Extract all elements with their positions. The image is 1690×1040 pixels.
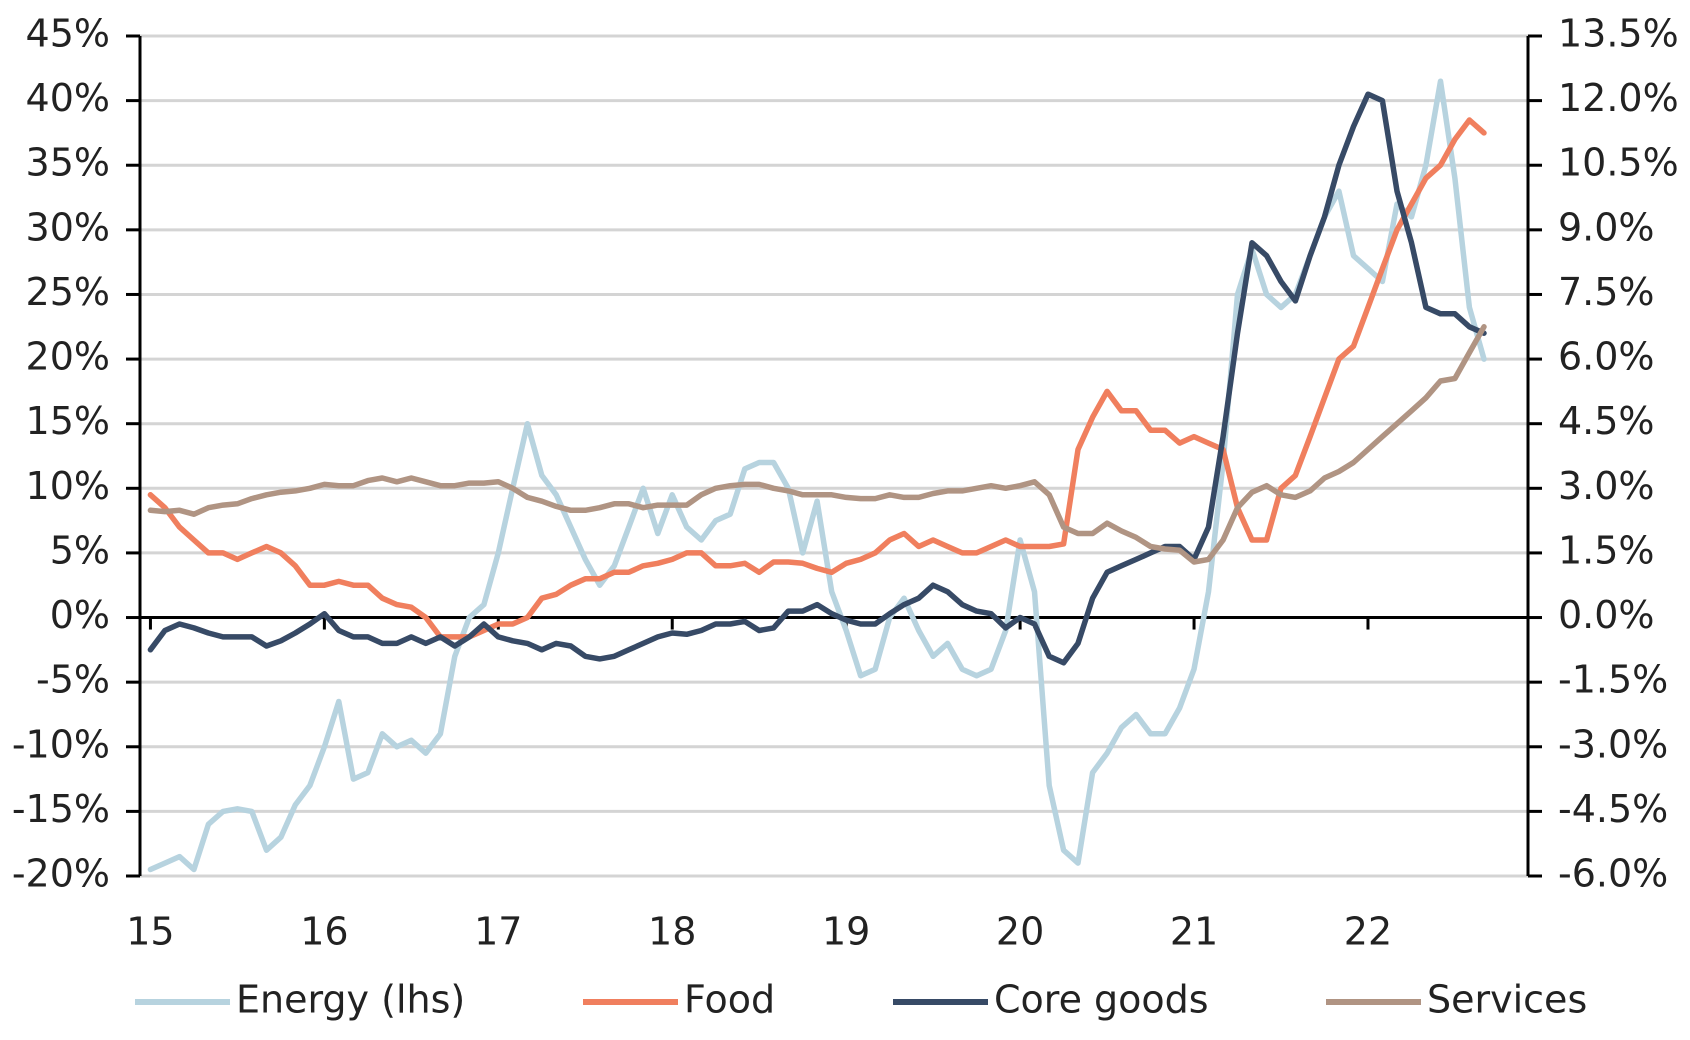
- x-tick-label: 19: [822, 910, 870, 954]
- y-tick-label: 30%: [26, 205, 110, 249]
- y-tick-label: -20%: [12, 852, 110, 896]
- y-tick-label: 5%: [50, 528, 110, 572]
- legend-label: Core goods: [994, 978, 1209, 1022]
- y-tick-label: 35%: [26, 141, 110, 185]
- legend-label: Energy (lhs): [236, 978, 465, 1022]
- y2-tick-label: -6.0%: [1558, 852, 1668, 896]
- y2-tick-label: 13.5%: [1558, 12, 1679, 56]
- y-tick-label: -5%: [36, 658, 110, 702]
- y-tick-label: -15%: [12, 787, 110, 831]
- y2-tick-label: 3.0%: [1558, 464, 1655, 508]
- y-tick-label: -10%: [12, 722, 110, 766]
- x-tick-label: 21: [1170, 910, 1218, 954]
- y-tick-label: 15%: [26, 399, 110, 443]
- y-tick-label: 0%: [50, 593, 110, 637]
- y2-tick-label: -4.5%: [1558, 787, 1668, 831]
- y2-tick-label: 12.0%: [1558, 76, 1679, 120]
- legend-label: Services: [1427, 978, 1587, 1022]
- y2-tick-label: 1.5%: [1558, 528, 1655, 572]
- y-tick-label: 20%: [26, 335, 110, 379]
- x-tick-label: 20: [996, 910, 1044, 954]
- x-tick-label: 17: [474, 910, 522, 954]
- y2-tick-label: -3.0%: [1558, 722, 1668, 766]
- y-tick-label: 45%: [26, 12, 110, 56]
- y-tick-label: 10%: [26, 464, 110, 508]
- series-line: [147, 78, 1487, 873]
- y2-tick-label: 7.5%: [1558, 270, 1655, 314]
- y2-tick-label: 10.5%: [1558, 141, 1679, 185]
- x-tick-label: 15: [126, 910, 174, 954]
- x-tick-label: 16: [300, 910, 348, 954]
- y2-tick-label: -1.5%: [1558, 658, 1668, 702]
- legend-label: Food: [684, 978, 775, 1022]
- y-tick-label: 25%: [26, 270, 110, 314]
- y2-tick-label: 9.0%: [1558, 205, 1655, 249]
- y2-tick-label: 0.0%: [1558, 593, 1655, 637]
- series-line: [147, 117, 1487, 640]
- y2-tick-label: 4.5%: [1558, 399, 1655, 443]
- y2-tick-label: 6.0%: [1558, 335, 1655, 379]
- x-tick-label: 18: [648, 910, 696, 954]
- series-line: [147, 91, 1487, 666]
- y-tick-label: 40%: [26, 76, 110, 120]
- series-line: [147, 324, 1487, 565]
- x-tick-label: 22: [1344, 910, 1392, 954]
